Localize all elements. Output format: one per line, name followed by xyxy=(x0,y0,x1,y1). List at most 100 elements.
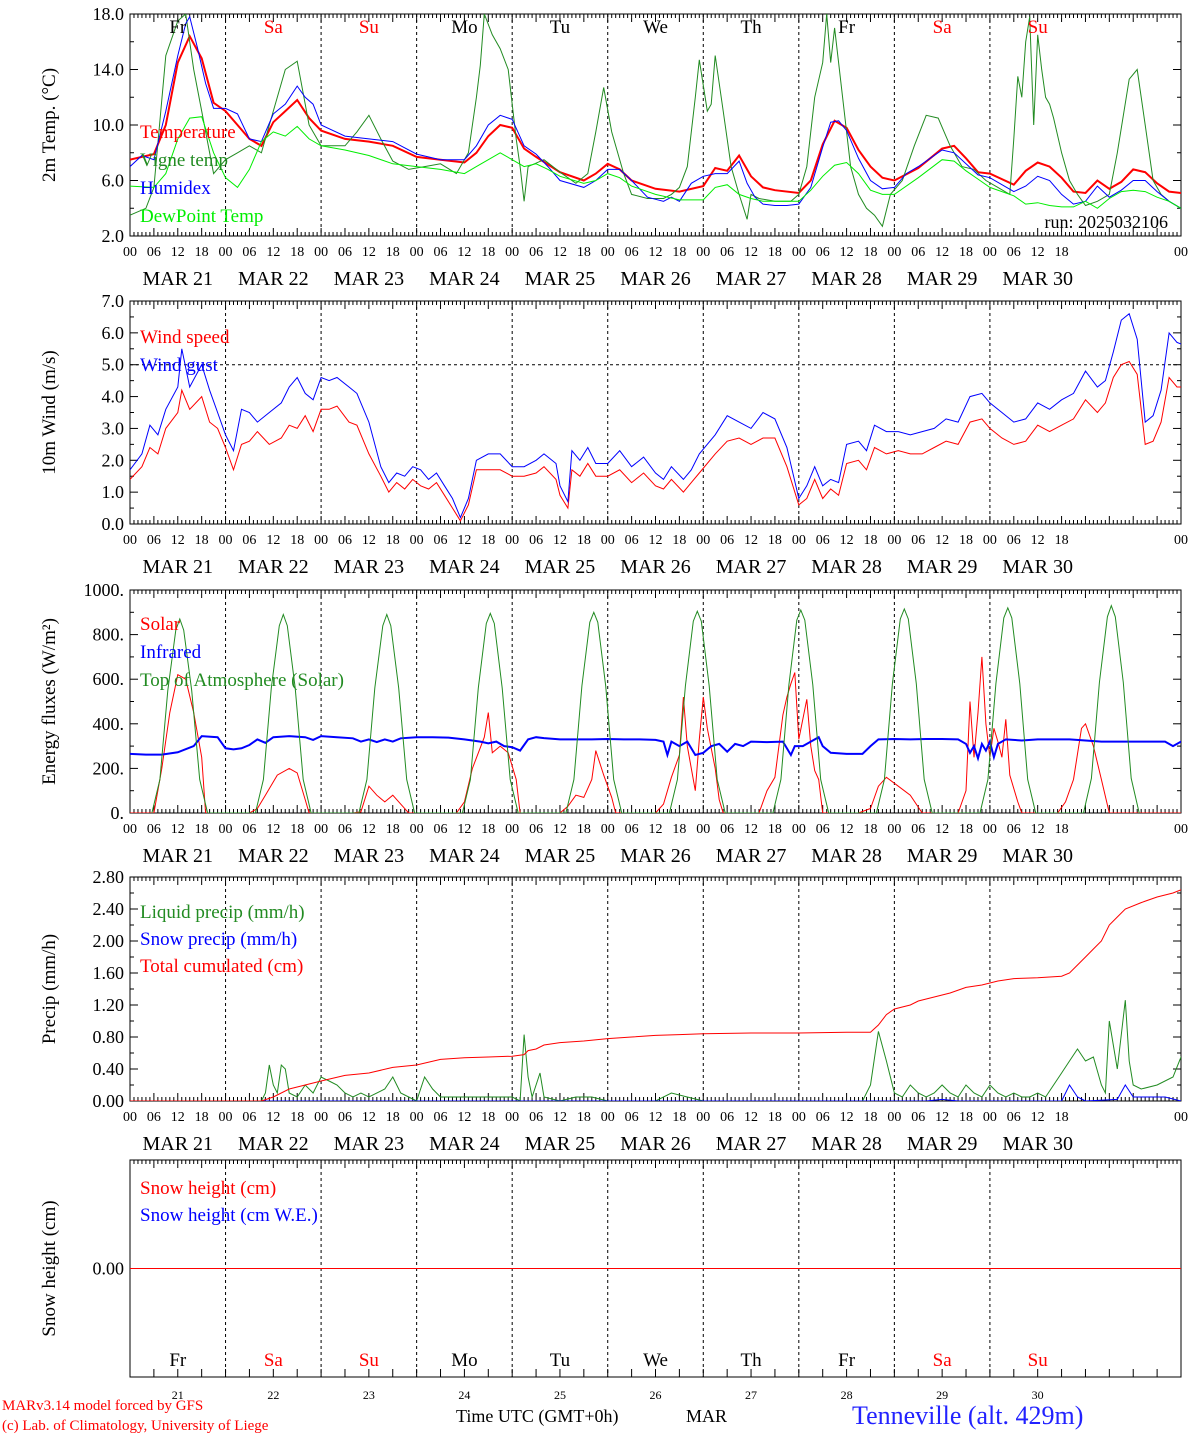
legend-entry: Liquid precip (mm/h) xyxy=(140,902,305,923)
hour-label: 06 xyxy=(242,245,256,260)
y-tick-label: 0.0 xyxy=(102,514,125,534)
hour-label: 12 xyxy=(266,533,280,548)
hour-label: 00 xyxy=(601,1110,615,1125)
hour-label: 06 xyxy=(338,822,352,837)
y-tick-label: 6.0 xyxy=(102,171,125,191)
date-label: MAR 30 xyxy=(1002,268,1073,290)
hour-label: 18 xyxy=(1055,1110,1069,1125)
hour-label: 06 xyxy=(625,245,639,260)
hour-label: 18 xyxy=(672,1110,686,1125)
hour-label: 12 xyxy=(362,245,376,260)
hour-label: 00 xyxy=(601,245,615,260)
y-tick-label: 14.0 xyxy=(93,60,125,80)
weekday-label: Fr xyxy=(169,17,187,38)
y-tick-label: 2.80 xyxy=(93,867,125,887)
weekday-label: Sa xyxy=(933,17,953,38)
hour-label: 00 xyxy=(123,1110,137,1125)
hour-label: 12 xyxy=(840,822,854,837)
hour-label: 18 xyxy=(1055,533,1069,548)
date-label: MAR 29 xyxy=(907,1133,978,1155)
date-label: MAR 21 xyxy=(142,845,213,867)
panel-4: 0.00 0.40 0.80 1.20 1.60 2.00 2.40 2.80 Precip (… xyxy=(39,867,1188,1155)
hour-label: 06 xyxy=(434,245,448,260)
hour-label: 06 xyxy=(1007,1110,1021,1125)
day-number-label: 22 xyxy=(267,1388,279,1402)
y-axis-label: Energy fluxes (W/m²) xyxy=(39,618,60,785)
legend-entry: Total cumulated (cm) xyxy=(140,956,303,977)
hour-label: 12 xyxy=(744,245,758,260)
hour-label: 12 xyxy=(744,533,758,548)
hour-label: 00 xyxy=(314,822,328,837)
date-label: MAR 26 xyxy=(620,556,691,578)
hour-label: 12 xyxy=(649,245,663,260)
y-axis-label: 2m Temp. (°C) xyxy=(39,68,60,182)
hour-label: 06 xyxy=(434,1110,448,1125)
weekday-label: Su xyxy=(359,17,380,38)
y-tick-label: 2.40 xyxy=(93,899,125,919)
day-number-label: 21 xyxy=(172,1388,184,1402)
hour-label: 00 xyxy=(219,822,233,837)
weekday-label: Su xyxy=(359,1350,380,1371)
weekday-label: We xyxy=(643,1350,668,1371)
hour-label: 00 xyxy=(505,245,519,260)
date-label: MAR 25 xyxy=(525,268,596,290)
hour-label: 06 xyxy=(147,822,161,837)
hour-label: 18 xyxy=(386,533,400,548)
hour-label: 00 xyxy=(696,245,710,260)
date-label: MAR 29 xyxy=(907,556,978,578)
hour-label: 00 xyxy=(314,1110,328,1125)
weekday-label: Sa xyxy=(264,1350,284,1371)
hour-label: 18 xyxy=(672,245,686,260)
hour-label: 12 xyxy=(1031,533,1045,548)
hour-label: 18 xyxy=(768,1110,782,1125)
date-label: MAR 29 xyxy=(907,845,978,867)
hour-label: 06 xyxy=(911,533,925,548)
legend-entry: Wind speed xyxy=(140,327,230,348)
y-axis-label: Precip (mm/h) xyxy=(39,934,60,1044)
legend-entry: Snow height (cm) xyxy=(140,1178,276,1199)
weekday-label: Sa xyxy=(933,1350,953,1371)
model-credit: MARv3.14 model forced by GFS xyxy=(2,1398,204,1414)
hour-label: 06 xyxy=(338,1110,352,1125)
date-label: MAR 22 xyxy=(238,268,309,290)
hour-label: 06 xyxy=(720,1110,734,1125)
hour-label: 00 xyxy=(314,245,328,260)
date-label: MAR 26 xyxy=(620,268,691,290)
hour-label: 12 xyxy=(457,822,471,837)
hour-label: 00 xyxy=(1174,245,1188,260)
hour-label: 12 xyxy=(744,1110,758,1125)
panel-2: 0.0 1.0 2.0 3.0 4.0 5.0 6.0 7.0 10m Wind (m/s) Wi… xyxy=(39,291,1188,578)
hour-label: 06 xyxy=(147,245,161,260)
y-tick-label: 10.0 xyxy=(93,115,125,135)
hour-label: 18 xyxy=(863,822,877,837)
hour-label: 18 xyxy=(290,1110,304,1125)
plot-frame xyxy=(129,589,1182,814)
y-tick-label: 3.0 xyxy=(102,418,125,438)
date-label: MAR 26 xyxy=(620,1133,691,1155)
date-label: MAR 30 xyxy=(1002,845,1073,867)
day-number-label: 24 xyxy=(458,1388,470,1402)
date-label: MAR 23 xyxy=(334,1133,405,1155)
hour-label: 00 xyxy=(983,1110,997,1125)
hour-label: 18 xyxy=(481,822,495,837)
series-line xyxy=(130,116,1181,209)
hour-label: 00 xyxy=(601,533,615,548)
legend-entry: Snow precip (mm/h) xyxy=(140,929,297,950)
hour-label: 00 xyxy=(792,533,806,548)
day-number-label: 23 xyxy=(363,1388,375,1402)
hour-label: 12 xyxy=(744,822,758,837)
hour-label: 12 xyxy=(935,533,949,548)
hour-label: 18 xyxy=(863,533,877,548)
legend-entry: Solar xyxy=(140,614,181,635)
hour-label: 06 xyxy=(911,245,925,260)
date-label: MAR 29 xyxy=(907,268,978,290)
hour-label: 06 xyxy=(434,822,448,837)
hour-label: 06 xyxy=(816,822,830,837)
hour-label: 06 xyxy=(816,1110,830,1125)
weekday-label: We xyxy=(643,17,668,38)
hour-label: 12 xyxy=(935,245,949,260)
series-line xyxy=(130,735,1181,762)
date-label: MAR 21 xyxy=(142,1133,213,1155)
series-line xyxy=(130,15,1181,209)
